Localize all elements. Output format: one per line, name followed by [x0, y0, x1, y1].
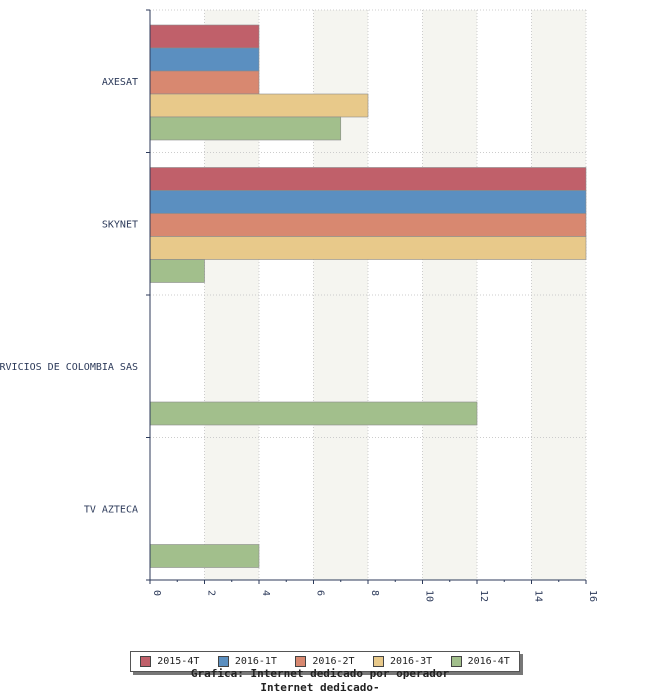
legend: 2015-4T 2016-1T 2016-2T 2016-3T 2016-4T — [130, 651, 520, 672]
bar-chart: AXESAT SKYNET RVICIOS DE COLOMBIA SAS TV AZ… — [0, 9, 598, 602]
category-label: TV AZTECA — [84, 505, 138, 516]
legend-item: 2016-3T — [373, 656, 432, 667]
legend-item: 2015-4T — [140, 656, 199, 667]
legend-item: 2016-1T — [217, 656, 277, 667]
bar — [149, 24, 260, 49]
category-label: SKYNET — [102, 220, 138, 231]
x-tick-label: 6 — [315, 590, 326, 596]
x-tick-label: 12 — [478, 590, 489, 602]
bar — [149, 401, 478, 426]
chart-title: Grafica: Internet dedicado por operador — [190, 667, 450, 680]
grid-band — [422, 10, 477, 580]
bar — [149, 116, 342, 141]
x-tick-label: 14 — [533, 590, 544, 602]
bars — [149, 24, 587, 568]
category-label: AXESAT — [102, 77, 138, 88]
category-labels: AXESAT SKYNET RVICIOS DE COLOMBIA SAS TV AZ… — [0, 77, 138, 516]
bar — [149, 190, 587, 214]
legend-label: 2015-4T — [157, 656, 200, 667]
x-tick-label: 8 — [369, 590, 380, 596]
tick-labels: 0 2 4 6 8 10 12 14 16 — [151, 590, 598, 602]
x-tick-label: 10 — [424, 590, 435, 602]
legend-item: 2016-2T — [295, 656, 355, 667]
legend-swatch — [373, 656, 384, 667]
grid-band — [368, 10, 423, 580]
bar — [149, 93, 369, 118]
bar — [149, 213, 587, 237]
x-tick-label: 0 — [151, 590, 162, 596]
x-tick-label: 2 — [206, 590, 217, 596]
bar — [149, 259, 205, 283]
legend-swatch — [450, 656, 462, 667]
legend-item: 2016-4T — [450, 656, 510, 667]
bar — [149, 236, 587, 260]
legend-label: 2016-3T — [390, 656, 433, 667]
x-tick-label: 4 — [260, 590, 271, 596]
bar — [149, 544, 260, 568]
legend-label: 2016-1T — [234, 656, 277, 667]
axes — [146, 9, 587, 584]
bar — [149, 47, 260, 72]
legend-swatch — [217, 656, 229, 667]
x-tick-label: 16 — [587, 590, 598, 602]
bar — [149, 70, 260, 95]
bar — [149, 167, 587, 191]
chart-subtitle: Internet dedicado- — [260, 681, 380, 694]
legend-label: 2016-2T — [312, 656, 355, 667]
category-label: RVICIOS DE COLOMBIA SAS — [0, 362, 138, 373]
legend-swatch — [140, 656, 152, 667]
legend-swatch — [295, 656, 307, 667]
legend-label: 2016-4T — [467, 656, 510, 667]
